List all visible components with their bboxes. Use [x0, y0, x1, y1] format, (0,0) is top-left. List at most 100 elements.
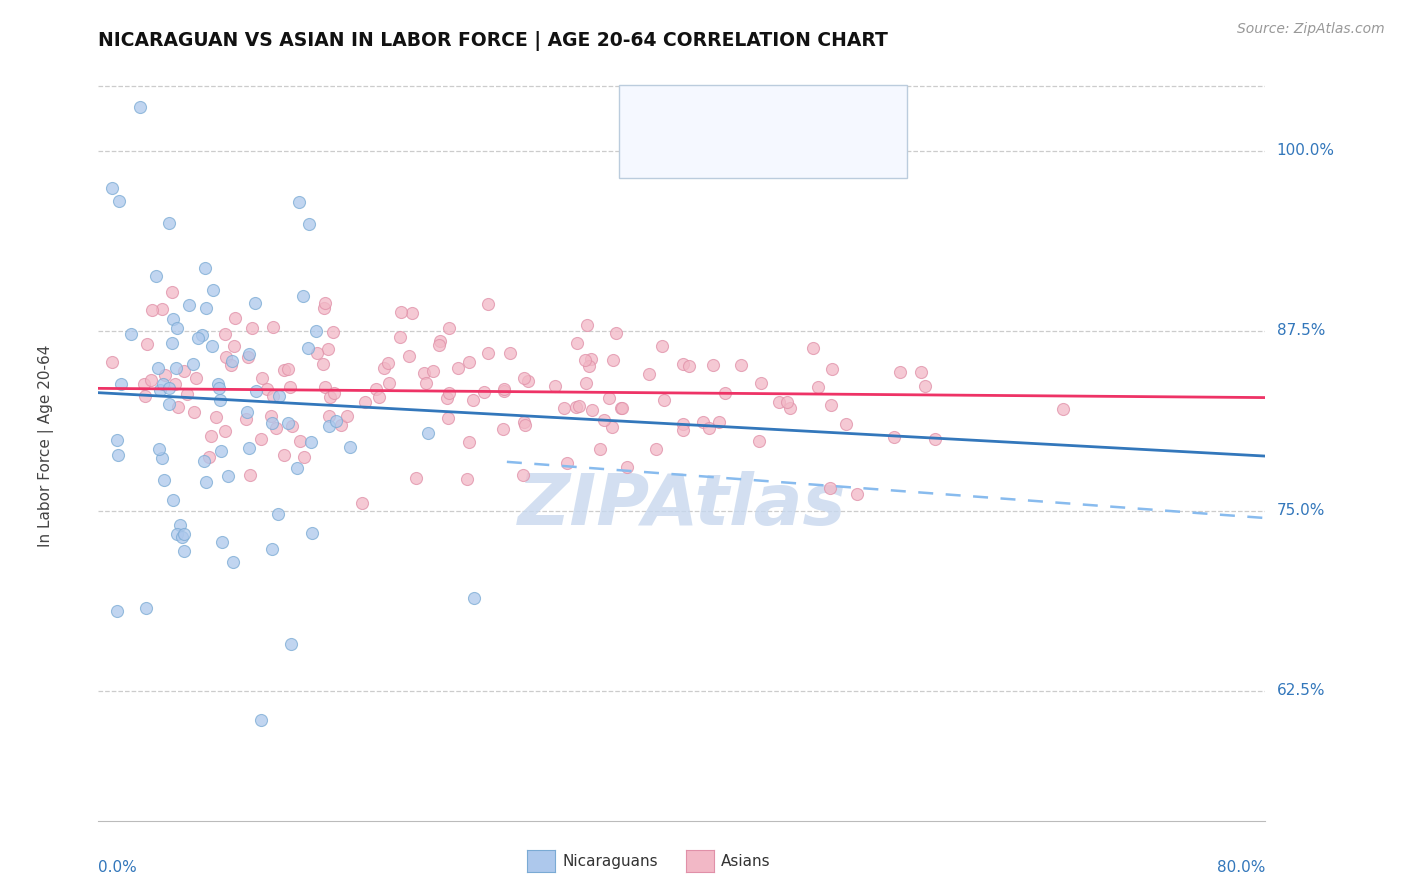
Point — [405, 471, 427, 485]
Point — [401, 306, 423, 320]
Point — [148, 442, 170, 456]
Point — [616, 459, 638, 474]
Point — [803, 342, 825, 356]
Point — [259, 409, 281, 423]
Point — [565, 400, 588, 414]
Point — [181, 357, 204, 371]
Point — [697, 421, 720, 435]
Point — [105, 433, 128, 447]
Point — [273, 363, 295, 377]
Point — [429, 334, 451, 348]
Point — [221, 354, 243, 368]
Point — [437, 321, 460, 335]
Point — [150, 450, 173, 465]
Point — [136, 336, 159, 351]
Point — [219, 358, 242, 372]
Point — [593, 412, 616, 426]
Point — [201, 339, 224, 353]
Point — [120, 326, 142, 341]
Point — [924, 433, 946, 447]
Point — [671, 417, 693, 431]
Point — [170, 530, 193, 544]
Point — [314, 380, 336, 394]
Point — [163, 377, 186, 392]
Point — [672, 423, 695, 437]
Text: In Labor Force | Age 20-64: In Labor Force | Age 20-64 — [38, 345, 53, 547]
Text: 0.0%: 0.0% — [98, 860, 138, 874]
Point — [153, 473, 176, 487]
Point — [713, 385, 735, 400]
Point — [128, 100, 150, 114]
Point — [557, 456, 579, 470]
Point — [222, 555, 245, 569]
Point — [672, 357, 695, 371]
Point — [458, 355, 481, 369]
Point — [153, 368, 176, 382]
Point — [439, 385, 461, 400]
Text: Source: ZipAtlas.com: Source: ZipAtlas.com — [1237, 22, 1385, 37]
Point — [336, 409, 359, 423]
Text: ZIPAtlas: ZIPAtlas — [517, 472, 846, 541]
Point — [149, 383, 172, 397]
Point — [322, 325, 344, 339]
Text: R =: R = — [676, 142, 710, 156]
Point — [422, 364, 444, 378]
Point — [883, 430, 905, 444]
Point — [215, 350, 238, 364]
Point — [544, 378, 567, 392]
Point — [415, 376, 437, 390]
Point — [193, 454, 215, 468]
Point — [477, 345, 499, 359]
Point — [242, 320, 264, 334]
Point — [299, 434, 322, 449]
Point — [517, 374, 540, 388]
Point — [820, 398, 842, 412]
Point — [513, 371, 536, 385]
Point — [427, 338, 450, 352]
Point — [165, 360, 187, 375]
Point — [575, 318, 598, 333]
Point — [110, 377, 132, 392]
Point — [291, 289, 314, 303]
Point — [273, 448, 295, 462]
Point — [235, 404, 257, 418]
Point — [152, 376, 174, 391]
Point — [107, 448, 129, 462]
Point — [846, 487, 869, 501]
Point — [280, 637, 302, 651]
Point — [318, 419, 340, 434]
Point — [298, 217, 321, 231]
Point — [605, 326, 627, 340]
Point — [779, 401, 801, 416]
Point — [329, 417, 352, 432]
Point — [578, 359, 600, 374]
Point — [191, 327, 214, 342]
Point — [173, 527, 195, 541]
Point — [512, 416, 534, 430]
Text: 75.0%: 75.0% — [1277, 503, 1324, 518]
Point — [602, 353, 624, 368]
Point — [193, 261, 215, 276]
Point — [184, 371, 207, 385]
Point — [377, 356, 399, 370]
Point — [492, 382, 515, 396]
Point — [281, 419, 304, 434]
Point — [492, 422, 515, 436]
Point — [183, 405, 205, 419]
Point — [678, 359, 700, 373]
Point — [305, 324, 328, 338]
Point — [307, 345, 329, 359]
Point — [499, 346, 522, 360]
Point — [208, 392, 231, 407]
Point — [267, 507, 290, 521]
Point — [368, 390, 391, 404]
Point — [264, 421, 287, 435]
Point — [162, 311, 184, 326]
Point — [105, 604, 128, 618]
Point — [651, 338, 673, 352]
Point — [209, 444, 232, 458]
Point — [437, 410, 460, 425]
Text: R =: R = — [676, 106, 710, 120]
Point — [316, 342, 339, 356]
Point — [463, 393, 485, 408]
